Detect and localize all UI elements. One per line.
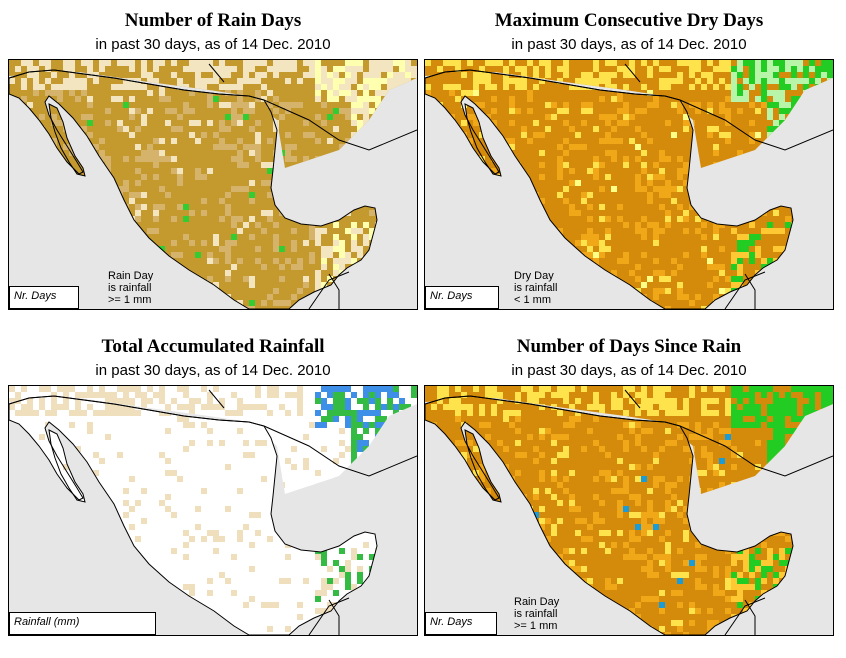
legend-rows <box>426 304 498 308</box>
legend: Nr. Days <box>425 612 497 635</box>
panel-title: Number of Rain Days <box>124 10 302 31</box>
legend-columns <box>10 630 155 634</box>
map-total-rainfall: Rainfall (mm) <box>8 385 418 636</box>
map-note: Rain Day is rainfall >= 1 mm <box>108 270 154 306</box>
legend-rows <box>426 630 496 634</box>
map-canvas <box>9 386 417 635</box>
coastline <box>9 69 378 309</box>
border-line <box>208 63 225 83</box>
legend-rows <box>10 304 78 308</box>
coastline <box>425 395 794 635</box>
border-line <box>308 597 350 635</box>
border-line <box>724 271 766 309</box>
coastline <box>263 425 417 477</box>
border-line <box>624 63 641 83</box>
legend-title: Rainfall (mm) <box>14 616 80 628</box>
border-line <box>9 395 265 427</box>
border-line <box>744 599 756 635</box>
legend: Nr. Days <box>9 286 79 309</box>
coastline <box>263 99 417 151</box>
panel-days-since-rain: Number of Days Since Rain in past 30 day… <box>424 326 834 651</box>
map-rain-days: Nr. Days Rain Day is rainfall >= 1 mm <box>8 59 418 310</box>
panel-title: Maximum Consecutive Dry Days <box>494 10 764 31</box>
coastline <box>48 429 86 503</box>
border-line <box>624 389 641 409</box>
coastline <box>679 99 833 151</box>
map-canvas <box>425 386 833 635</box>
border-line <box>744 273 756 309</box>
border-line <box>9 69 265 101</box>
border-line <box>328 599 340 635</box>
legend-title: Nr. Days <box>430 290 473 302</box>
legend-title: Nr. Days <box>430 616 473 628</box>
map-note: Dry Day is rainfall < 1 mm <box>514 270 558 306</box>
coastline <box>48 103 86 177</box>
map-canvas <box>9 60 417 309</box>
legend-title: Nr. Days <box>14 290 57 302</box>
panel-subtitle: in past 30 days, as of 14 Dec. 2010 <box>95 362 331 379</box>
border-line <box>425 395 681 427</box>
coastline <box>9 395 378 635</box>
panel-total-rainfall: Total Accumulated Rainfall in past 30 da… <box>8 326 418 651</box>
coastline <box>464 429 502 503</box>
panel-rain-days: Number of Rain Days in past 30 days, as … <box>8 0 418 325</box>
coastline <box>425 69 794 309</box>
border-line <box>328 273 340 309</box>
border-line <box>425 69 681 101</box>
border-line <box>724 597 766 635</box>
panel-subtitle: in past 30 days, as of 14 Dec. 2010 <box>511 362 747 379</box>
legend: Rainfall (mm) <box>9 612 156 635</box>
panel-title: Number of Days Since Rain <box>516 336 742 357</box>
legend: Nr. Days <box>425 286 499 309</box>
coastline <box>464 103 502 177</box>
panel-title: Total Accumulated Rainfall <box>101 336 325 357</box>
panel-subtitle: in past 30 days, as of 14 Dec. 2010 <box>511 36 747 53</box>
map-days-since-rain: Nr. Days Rain Day is rainfall >= 1 mm <box>424 385 834 636</box>
map-canvas <box>425 60 833 309</box>
border-line <box>308 271 350 309</box>
border-line <box>208 389 225 409</box>
map-note: Rain Day is rainfall >= 1 mm <box>514 596 560 632</box>
panel-subtitle: in past 30 days, as of 14 Dec. 2010 <box>95 36 331 53</box>
panel-dry-days: Maximum Consecutive Dry Days in past 30 … <box>424 0 834 325</box>
map-dry-days: Nr. Days Dry Day is rainfall < 1 mm <box>424 59 834 310</box>
coastline <box>679 425 833 477</box>
